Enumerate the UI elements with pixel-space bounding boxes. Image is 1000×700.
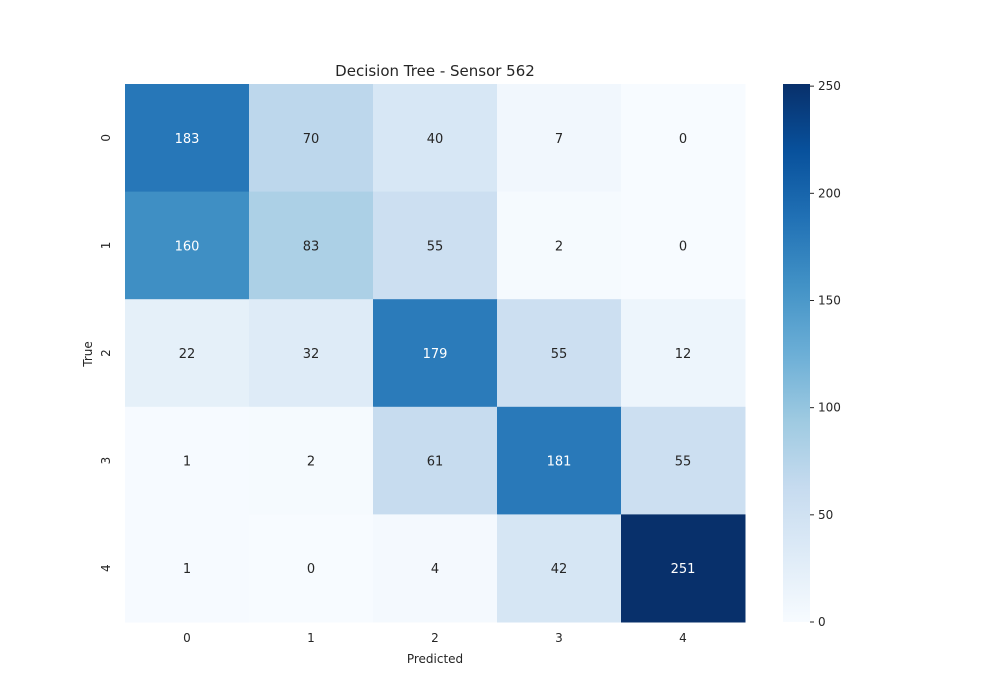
heatmap-cell <box>125 299 250 408</box>
heatmap-cell <box>497 84 622 193</box>
heatmap-cell-label: 42 <box>551 562 568 577</box>
heatmap-cell-label: 83 <box>303 239 320 254</box>
heatmap-cell-label: 22 <box>179 347 196 362</box>
heatmap-cell <box>125 406 250 515</box>
heatmap-cell-label: 0 <box>679 132 687 147</box>
colorbar-tick-label: 200 <box>818 186 841 200</box>
colorbar-tick-label: 150 <box>818 293 841 307</box>
x-tick-label: 1 <box>307 631 315 645</box>
heatmap-cell-label: 55 <box>551 347 568 362</box>
heatmap-cell-label: 40 <box>427 132 444 147</box>
heatmap-cell-label: 181 <box>547 455 572 470</box>
heatmap-cell <box>373 299 498 408</box>
heatmap-cell-label: 1 <box>183 562 191 577</box>
heatmap-cell-label: 55 <box>427 239 444 254</box>
x-axis-ticks: 0 1 2 3 4 <box>183 631 687 645</box>
colorbar-tick-label: 50 <box>818 508 833 522</box>
heatmap-cell-label: 4 <box>431 562 439 577</box>
heatmap-cell <box>497 406 622 515</box>
colorbar-tick-label: 0 <box>818 615 826 629</box>
x-tick-label: 2 <box>431 631 439 645</box>
y-axis-label: True <box>81 341 95 368</box>
colorbar-tick-label: 250 <box>818 79 841 93</box>
heatmap-cell-label: 179 <box>423 347 448 362</box>
heatmap-cell-label: 0 <box>679 239 687 254</box>
heatmap-cell <box>621 84 746 193</box>
heatmap-cell <box>497 514 622 623</box>
x-tick-label: 4 <box>679 631 687 645</box>
y-tick-label: 0 <box>99 134 113 142</box>
heatmap-cell <box>373 84 498 193</box>
heatmap-cell <box>621 406 746 515</box>
y-tick-label: 3 <box>99 457 113 465</box>
heatmap-cell <box>249 514 374 623</box>
heatmap-cell-label: 61 <box>427 455 444 470</box>
heatmap-cell-label: 55 <box>675 455 692 470</box>
colorbar-ticks: 0 50 100 150 200 250 <box>810 79 841 629</box>
heatmap-cell-label: 0 <box>307 562 315 577</box>
colorbar-tick-label: 100 <box>818 401 841 415</box>
heatmap-cell <box>497 191 622 300</box>
y-tick-label: 1 <box>99 242 113 250</box>
heatmap-cell <box>249 406 374 515</box>
heatmap-cell <box>373 406 498 515</box>
heatmap-cell <box>125 191 250 300</box>
colorbar <box>783 84 810 622</box>
heatmap-cell-label: 2 <box>307 455 315 470</box>
heatmap-cell-label: 160 <box>175 239 200 254</box>
heatmap-cell <box>249 191 374 300</box>
heatmap-cell-label: 32 <box>303 347 320 362</box>
heatmap-cell <box>621 191 746 300</box>
heatmap-cell-label: 2 <box>555 239 563 254</box>
y-tick-label: 2 <box>99 349 113 357</box>
heatmap-cell-label: 70 <box>303 132 320 147</box>
heatmap-cell <box>249 299 374 408</box>
heatmap-cell <box>125 84 250 193</box>
x-tick-label: 3 <box>555 631 563 645</box>
y-axis-ticks: 0 1 2 3 4 <box>99 134 113 572</box>
heatmap-cell-label: 12 <box>675 347 692 362</box>
heatmap-cells <box>125 84 746 623</box>
heatmap-cell-label: 1 <box>183 455 191 470</box>
heatmap-cell <box>373 514 498 623</box>
heatmap-cell <box>621 299 746 408</box>
heatmap-cell <box>125 514 250 623</box>
y-tick-label: 4 <box>99 564 113 572</box>
x-axis-label: Predicted <box>407 652 463 666</box>
x-tick-label: 0 <box>183 631 191 645</box>
heatmap-cell-label: 183 <box>175 132 200 147</box>
chart-title: Decision Tree - Sensor 562 <box>335 62 535 80</box>
heatmap-cell <box>621 514 746 623</box>
heatmap-cell-label: 7 <box>555 132 563 147</box>
heatmap-cell <box>249 84 374 193</box>
heatmap-cell <box>373 191 498 300</box>
heatmap-cell <box>497 299 622 408</box>
heatmap-cell-label: 251 <box>671 562 696 577</box>
